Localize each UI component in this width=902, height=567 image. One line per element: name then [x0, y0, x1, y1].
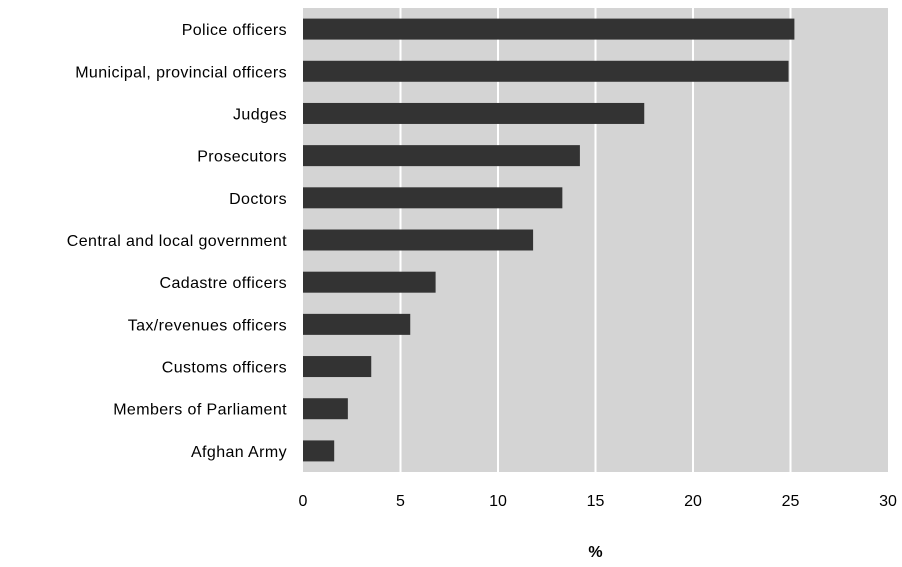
bar [303, 60, 789, 82]
x-tick-label: 25 [782, 493, 800, 510]
category-label: Prosecutors [197, 149, 287, 166]
category-label: Police officers [182, 22, 287, 39]
category-label: Doctors [229, 191, 287, 208]
x-tick-label: 0 [299, 493, 308, 510]
category-label: Central and local government [67, 233, 287, 250]
x-tick-label: 10 [489, 493, 507, 510]
bar [303, 271, 436, 293]
category-label: Tax/revenues officers [128, 317, 287, 334]
category-label: Judges [233, 106, 287, 123]
x-axis-title: % [588, 544, 602, 561]
category-label: Cadastre officers [160, 275, 287, 292]
x-axis-ticks: 0 5 10 15 20 25 30 [299, 493, 897, 510]
x-tick-label: 30 [879, 493, 897, 510]
category-labels: Police officers Municipal, provincial off… [67, 22, 287, 461]
category-label: Afghan Army [191, 444, 287, 461]
bar [303, 18, 795, 40]
category-label: Members of Parliament [113, 402, 287, 419]
bar [303, 313, 411, 335]
bar [303, 229, 534, 251]
bar [303, 102, 645, 124]
bar [303, 145, 580, 167]
bar [303, 398, 348, 420]
x-tick-label: 20 [684, 493, 702, 510]
category-label: Municipal, provincial officers [75, 64, 287, 81]
x-tick-label: 15 [587, 493, 605, 510]
bars [303, 18, 795, 462]
bar [303, 440, 335, 462]
bar [303, 187, 563, 209]
bar [303, 356, 372, 378]
category-label: Customs officers [162, 360, 287, 377]
x-tick-label: 5 [396, 493, 405, 510]
